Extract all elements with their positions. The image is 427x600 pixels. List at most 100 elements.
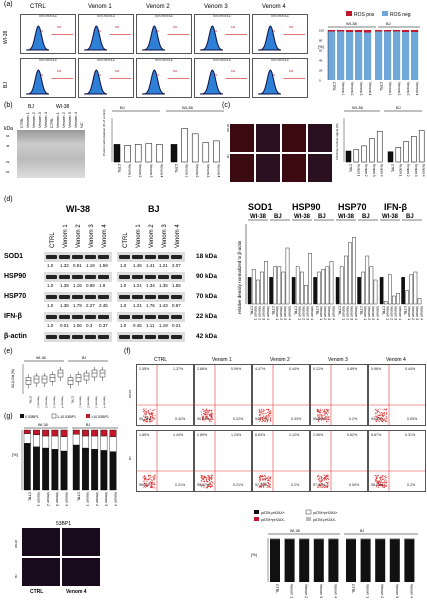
bar-density — [325, 266, 330, 305]
box-sa-beta-gal — [75, 374, 82, 382]
d-protein-0: SOD1 — [4, 253, 24, 260]
b-lane: CTRL — [19, 117, 24, 128]
g-img-col-v4: Venom 4 — [66, 589, 87, 595]
oxyblot-membrane — [17, 130, 85, 178]
d-group-wi38: WI-38 — [66, 204, 91, 214]
d-density-wi38: 0.3 — [86, 323, 93, 328]
c-xtick: Venom 4 — [422, 164, 426, 177]
d-protein-3: IFN-β — [4, 313, 22, 320]
bar-foxo3a — [369, 138, 375, 163]
panel-label-a: (a) — [4, 1, 13, 8]
band — [85, 255, 96, 259]
bar-53bp1-2 — [100, 429, 108, 437]
bar-density — [343, 255, 348, 305]
kda-66: 66 — [6, 134, 10, 138]
d-density-wi38: 1.0 — [47, 303, 54, 308]
band — [98, 275, 109, 279]
d-xtick: CTRL — [293, 306, 297, 315]
g-img-wi38-ctrl — [22, 528, 60, 556]
d-xtick: Venom 4 — [331, 306, 335, 320]
band — [158, 275, 169, 279]
sa-beta-gal-boxplot: WI-38 BJ SA-β-Gal [%] CTRL Venom 1 Venom 2… — [11, 356, 108, 408]
bar-patm-ph2ax — [360, 538, 371, 582]
a-cond-2: Venom 2 — [146, 4, 170, 10]
b-group-bj: BJ — [28, 104, 34, 110]
hist-title: ROS PROFILE — [155, 59, 173, 62]
flow-scatter-plot: 5.96% 0.44% 93.55% 0.05% — [368, 364, 426, 426]
quadrant-ll: 97.32% — [313, 483, 326, 487]
d-density-wi38: 1.15 — [73, 283, 82, 288]
d-chart-group-wi38: WI-38 — [382, 214, 399, 220]
ros-histogram-plot — [258, 69, 305, 95]
d-chart-group-wi38: WI-38 — [294, 214, 311, 220]
bar-53bp1-0 — [42, 447, 50, 491]
gate-m2: M2 — [115, 25, 120, 29]
d-lane-bj: CTRL — [123, 232, 129, 248]
a-cond-4: Venom 4 — [262, 4, 286, 10]
bar-density — [409, 274, 414, 305]
bar-53bp1-2 — [23, 429, 31, 434]
bar-carbonylation — [181, 128, 188, 163]
band — [72, 255, 83, 259]
a-cond-0: CTRL — [30, 4, 46, 10]
e-ylabel: SA-β-Gal [%] — [11, 369, 15, 388]
f-xtick: Venom 3 — [319, 584, 323, 598]
bar-density — [247, 277, 252, 305]
band — [158, 335, 169, 339]
e-group-bj: BJ — [82, 356, 86, 360]
band — [85, 275, 96, 279]
gate-m1: M1 — [97, 29, 102, 33]
bar-carbonylation — [156, 144, 163, 163]
g-legend-0: 0 53BP1 — [25, 415, 39, 419]
flow-scatter-plot: 2.06% 0.62% 97.32% 0.00% — [310, 430, 368, 492]
bar-carbonylation — [124, 145, 131, 163]
band — [171, 255, 182, 259]
legend-ros-pos: ROS pos — [354, 12, 375, 18]
bar-density — [383, 301, 388, 305]
bar-density — [365, 255, 370, 305]
bar-ros-neg — [375, 31, 383, 80]
quadrant-ul: 5.67% — [371, 433, 382, 437]
hist-title: ROS PROFILE — [213, 15, 231, 18]
band — [46, 315, 57, 319]
hist-title: ROS PROFILE — [39, 59, 57, 62]
ros-histogram: ROS PROFILE M1 M2 — [78, 14, 134, 54]
panel-label-b: (b) — [4, 102, 13, 109]
flow-scatter-plot: 1.85% 1.44% 96.5% 0.21% — [136, 430, 194, 492]
b-xtick: Venom 4 — [216, 164, 220, 177]
bar-53bp1-0 — [60, 450, 68, 491]
g-legend-2: >10 53BP1 — [91, 415, 109, 419]
c-ylabel: FOXO3a nuclear signal [%] — [335, 123, 339, 160]
g-img-bj-ctrl — [22, 558, 60, 586]
quadrant-ur: 0.89% — [347, 367, 358, 371]
bar-density — [392, 295, 396, 305]
d-kda-1: 90 kDa — [196, 273, 217, 280]
quadrant-ul: 2.89% — [197, 433, 208, 437]
a-xtick: Venom 4 — [368, 82, 372, 95]
bar-density — [285, 247, 290, 305]
band — [59, 275, 70, 279]
band — [145, 335, 156, 339]
d-xtick: Venom 2 — [367, 306, 371, 320]
band — [72, 315, 83, 319]
b-lane: Venom 4 — [73, 112, 78, 128]
bar-patm-ph2ax — [328, 538, 339, 582]
d-xtick: Venom 2 — [411, 306, 415, 320]
g-img-row-wi38: WI-38 — [14, 539, 18, 548]
gate-m1: M1 — [155, 29, 160, 33]
d-density-bj: 0.21 — [172, 323, 181, 328]
quadrant-ul: 2.86% — [197, 367, 208, 371]
bar-density — [264, 261, 268, 305]
quadrant-ll: 93.55% — [371, 417, 384, 421]
band — [72, 295, 83, 299]
bar-density — [417, 298, 422, 305]
foxo3a-image — [230, 154, 254, 182]
d-density-bj: 1.0 — [120, 263, 127, 268]
band — [132, 315, 143, 319]
f-cond-0: CTRL — [154, 357, 168, 363]
d-density-wi38: 1.0 — [47, 263, 54, 268]
f-group-wi38: WI-38 — [290, 529, 300, 533]
ros-histogram-plot — [142, 25, 189, 51]
bar-ros-pos — [402, 30, 410, 32]
d-protein-2: HSP70 — [4, 293, 27, 300]
